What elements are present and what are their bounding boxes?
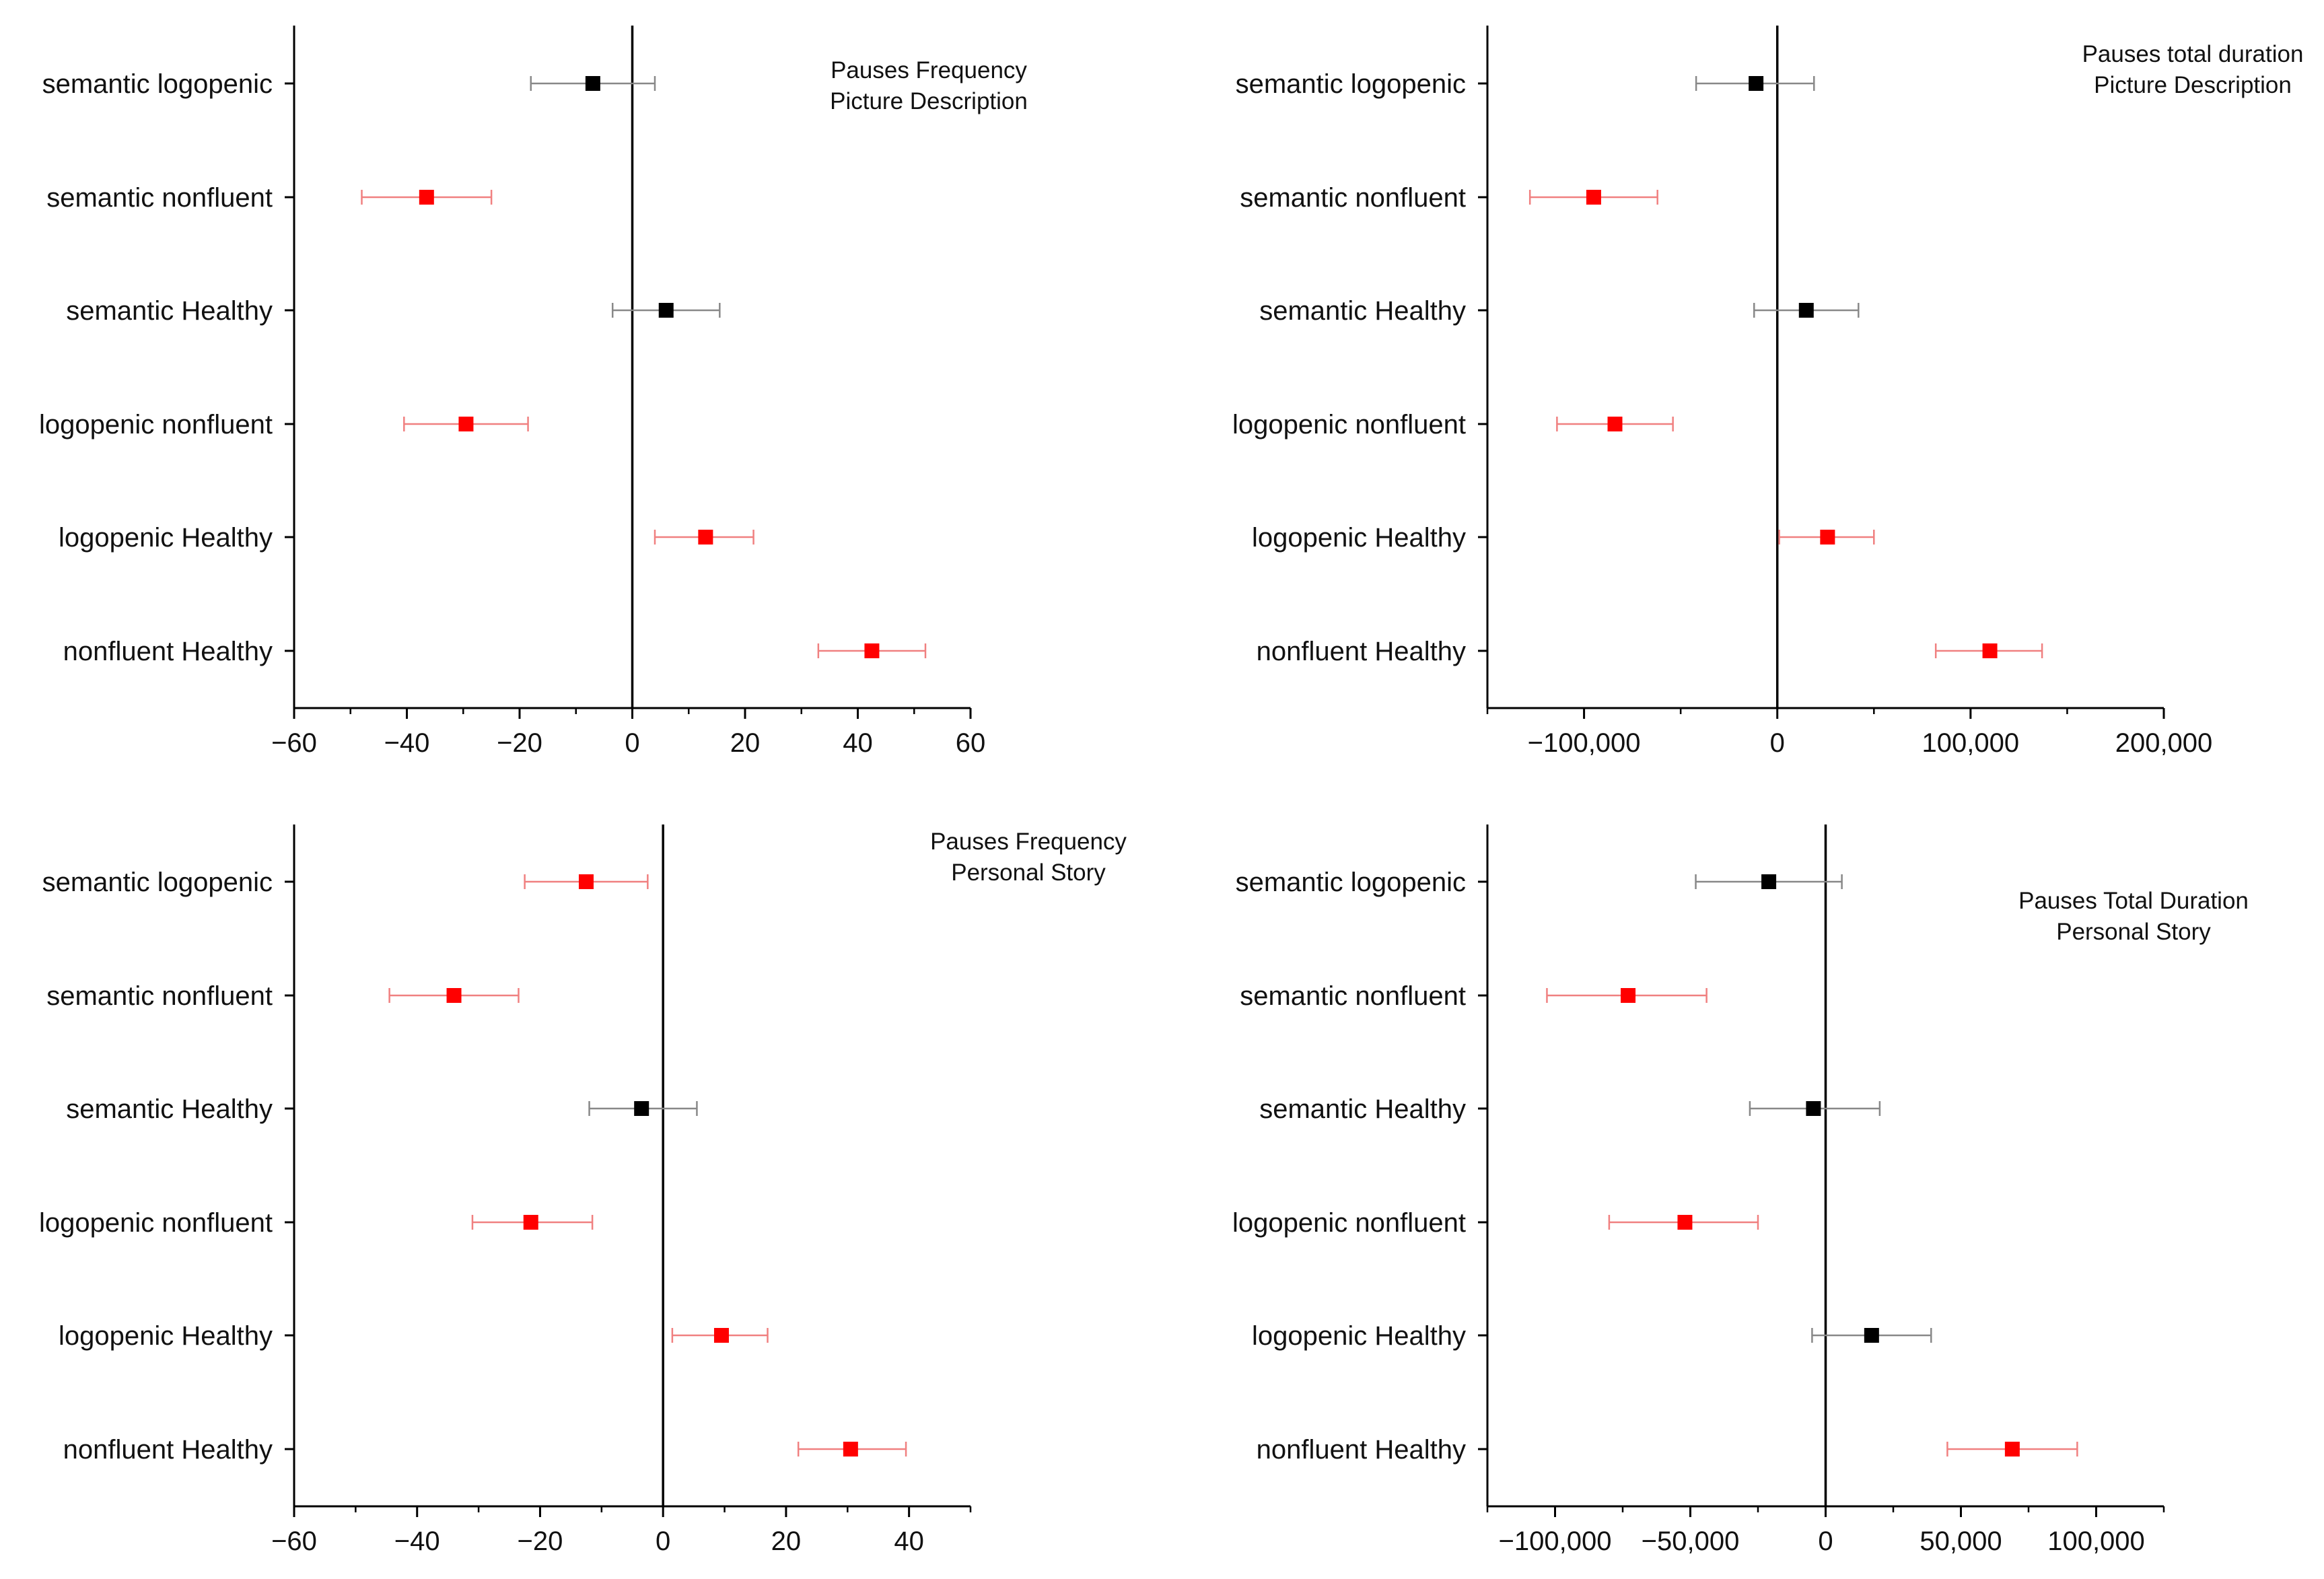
estimate-marker [1586,190,1601,205]
category-label: semantic nonfluent [1240,183,1466,213]
category-label: logopenic nonfluent [1232,410,1466,440]
estimate-marker [1749,76,1764,91]
chart-title-line: Personal Story [2056,919,2211,945]
category-label: logopenic nonfluent [1232,1208,1466,1238]
x-tick-label: −20 [497,728,542,758]
category-label: semantic logopenic [1236,868,1466,897]
x-tick-label: 0 [1770,728,1785,758]
estimate-marker [419,190,434,205]
category-label: logopenic Healthy [1252,523,1466,553]
estimate-marker [458,417,474,431]
estimate-marker [1806,1101,1821,1116]
x-tick-label: 40 [894,1527,924,1556]
category-label: semantic logopenic [42,868,273,897]
estimate-marker [1820,530,1835,545]
estimate-marker [864,643,880,658]
chart-title-line: Picture Description [830,88,1028,114]
category-label: nonfluent Healthy [1257,637,1466,666]
category-label: logopenic Healthy [59,523,273,553]
estimate-marker [1864,1328,1879,1343]
x-tick-label: 100,000 [1922,728,2020,758]
estimate-marker [713,1328,729,1343]
estimate-marker [1761,874,1777,889]
category-label: semantic nonfluent [46,981,273,1011]
chart-panel-2: −100,000 0 100,000 200,000 semantic logopeni… [1232,26,2303,758]
category-label: semantic nonfluent [46,183,273,213]
category-label: semantic Healthy [1259,1094,1466,1124]
chart-panel-4: −100,000 −50,000 0 50,000 100,000 semantic lo… [1232,824,2249,1556]
estimate-marker [446,988,462,1003]
chart-title-line: Personal Story [951,859,1106,886]
category-label: semantic logopenic [1236,69,1466,99]
x-tick-label: −20 [518,1527,563,1556]
x-tick-label: 20 [771,1527,802,1556]
category-label: semantic logopenic [42,69,273,99]
estimate-marker [1982,643,1998,658]
chart-title-line: Pauses Total Duration [2018,888,2249,914]
x-tick-label: −60 [271,728,317,758]
estimate-marker [843,1442,858,1457]
category-label: semantic Healthy [66,1094,273,1124]
category-label: semantic nonfluent [1240,981,1466,1011]
x-tick-label: −40 [394,1527,440,1556]
category-label: logopenic Healthy [59,1321,273,1351]
chart-title-line: Picture Description [2094,72,2292,98]
category-label: nonfluent Healthy [63,1435,273,1465]
estimate-marker [585,76,600,91]
category-label: nonfluent Healthy [63,637,273,666]
estimate-marker [578,874,594,889]
x-tick-label: 40 [843,728,873,758]
x-tick-label: 0 [1818,1527,1833,1556]
estimate-marker [1677,1215,1693,1230]
category-label: logopenic Healthy [1252,1321,1466,1351]
chart-title-line: Pauses total duration [2082,41,2304,67]
category-label: semantic Healthy [66,296,273,326]
chart-panel-3: −60 −40 −20 0 20 40 semantic logopenic semantic… [39,824,1127,1556]
x-tick-label: −50,000 [1642,1527,1740,1556]
x-tick-label: 0 [656,1527,670,1556]
chart-title-line: Pauses Frequency [930,829,1127,855]
x-tick-label: 50,000 [1920,1527,2002,1556]
estimate-marker [658,303,674,318]
chart-panel-1: −60 −40 −20 0 20 40 60 semantic logopenic semant… [39,26,1028,758]
x-tick-label: 60 [956,728,986,758]
chart-title-line: Pauses Frequency [831,57,1027,83]
x-tick-label: −100,000 [1499,1527,1612,1556]
x-tick-label: 0 [625,728,639,758]
category-label: logopenic nonfluent [39,410,273,440]
x-tick-label: −40 [384,728,430,758]
estimate-marker [634,1101,649,1116]
x-tick-label: 20 [730,728,761,758]
x-tick-label: 200,000 [2115,728,2213,758]
estimate-marker [2004,1442,2020,1457]
category-label: logopenic nonfluent [39,1208,273,1238]
estimate-marker [523,1215,538,1230]
x-tick-label: −60 [271,1527,317,1556]
category-label: nonfluent Healthy [1257,1435,1466,1465]
estimate-marker [1621,988,1636,1003]
x-tick-label: −100,000 [1528,728,1641,758]
estimate-marker [1607,417,1623,431]
category-label: semantic Healthy [1259,296,1466,326]
estimate-marker [1798,303,1814,318]
x-tick-label: 100,000 [2047,1527,2145,1556]
estimate-marker [698,530,713,545]
